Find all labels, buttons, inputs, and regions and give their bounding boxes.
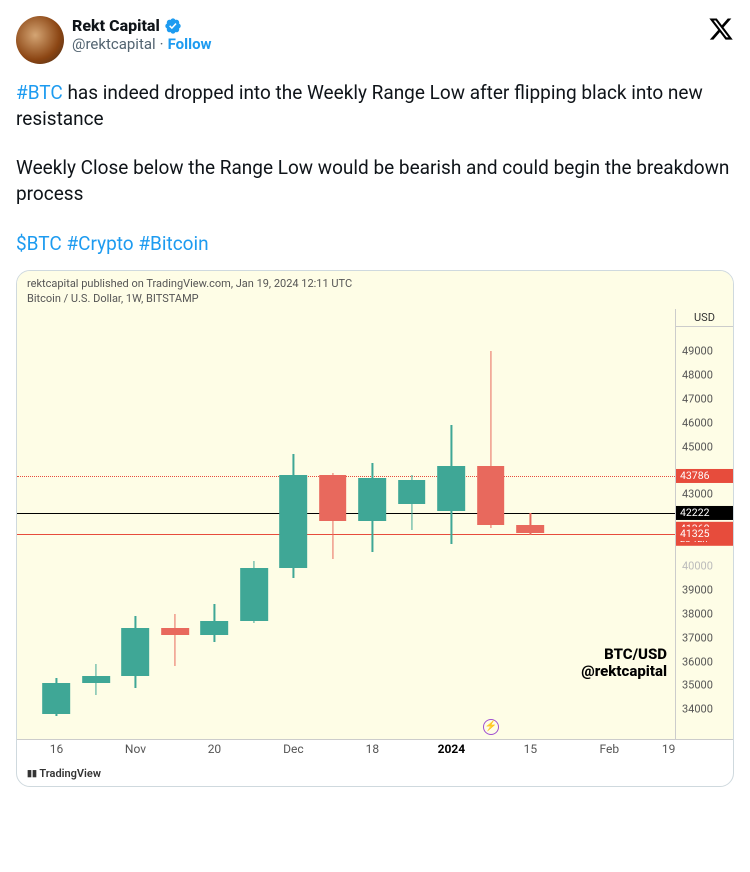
- chart-area: BTC/USD @rektcapital ⚡ USD 49000 48000 470…: [17, 309, 733, 739]
- header-names: Rekt Capital @rektcapital · Follow: [72, 16, 212, 53]
- x-tick: 16: [50, 742, 64, 756]
- x-tick: 20: [208, 742, 222, 756]
- y-tick: 43000: [682, 488, 713, 501]
- tweet-paragraph-2: Weekly Close below the Range Low would b…: [16, 155, 734, 206]
- y-tick: 34000: [682, 703, 713, 716]
- tweet-header: Rekt Capital @rektcapital · Follow: [16, 16, 734, 64]
- y-axis-currency: USD: [676, 309, 733, 327]
- x-tick: 18: [366, 742, 380, 756]
- display-name: Rekt Capital: [72, 16, 160, 35]
- chart-publisher-line: rektcapital published on TradingView.com…: [17, 271, 733, 292]
- y-tick: 38000: [682, 607, 713, 620]
- y-tick: 49000: [682, 345, 713, 358]
- y-axis: USD 49000 48000 47000 46000 45000 43000 39000 3…: [675, 309, 733, 739]
- y-tick-faded: 40000: [682, 559, 713, 572]
- x-tick: 2024: [438, 742, 466, 756]
- tweet-paragraph-3: $BTC #Crypto #Bitcoin: [16, 231, 734, 257]
- watermark-line1: BTC/USD: [581, 646, 667, 663]
- tweet-body: #BTC has indeed dropped into the Weekly …: [16, 80, 734, 256]
- price-tag: 41325: [676, 527, 733, 541]
- x-tick: 19: [662, 742, 676, 756]
- y-tick: 48000: [682, 368, 713, 381]
- separator: ·: [160, 35, 164, 53]
- x-axis: 16 Nov 20 Dec 18 2024 15 Feb 19: [17, 739, 733, 761]
- y-tick: 45000: [682, 440, 713, 453]
- price-tag: 43786: [676, 469, 733, 483]
- handle-row: @rektcapital · Follow: [72, 35, 212, 53]
- x-tick: Nov: [125, 742, 146, 756]
- y-tick: 35000: [682, 679, 713, 692]
- y-tick: 47000: [682, 392, 713, 405]
- tradingview-footer: ▮▮ TradingView: [17, 761, 733, 786]
- y-tick: 46000: [682, 416, 713, 429]
- name-row[interactable]: Rekt Capital: [72, 16, 212, 35]
- tv-label: TradingView: [39, 767, 101, 780]
- x-tick: 15: [524, 742, 538, 756]
- hashtag-bitcoin[interactable]: #Bitcoin: [138, 232, 208, 255]
- y-tick: 36000: [682, 655, 713, 668]
- tv-logo-icon: ▮▮: [27, 769, 37, 779]
- handle[interactable]: @rektcapital: [72, 35, 156, 53]
- chart-watermark: BTC/USD @rektcapital: [581, 646, 667, 679]
- plot-area: BTC/USD @rektcapital ⚡: [17, 309, 675, 739]
- cashtag-btc[interactable]: $BTC: [16, 232, 62, 255]
- hline: [17, 534, 675, 535]
- status-icon: ⚡: [483, 719, 499, 735]
- avatar[interactable]: [16, 16, 64, 64]
- tweet-paragraph-1: #BTC has indeed dropped into the Weekly …: [16, 80, 734, 131]
- chart-symbol-line: Bitcoin / U.S. Dollar, 1W, BITSTAMP: [17, 292, 733, 309]
- y-tick: 39000: [682, 583, 713, 596]
- hashtag-btc[interactable]: #BTC: [16, 81, 63, 104]
- chart-card[interactable]: rektcapital published on TradingView.com…: [16, 270, 734, 787]
- y-tick: 37000: [682, 631, 713, 644]
- verified-badge-icon: [164, 17, 182, 35]
- follow-link[interactable]: Follow: [168, 35, 212, 53]
- hashtag-crypto[interactable]: #Crypto: [66, 232, 133, 255]
- price-tag: 42222: [676, 506, 733, 520]
- p1-text: has indeed dropped into the Weekly Range…: [16, 81, 703, 130]
- x-tick: Dec: [283, 742, 304, 756]
- x-logo-icon[interactable]: [708, 16, 734, 42]
- watermark-line2: @rektcapital: [581, 663, 667, 680]
- x-tick: Feb: [600, 742, 620, 756]
